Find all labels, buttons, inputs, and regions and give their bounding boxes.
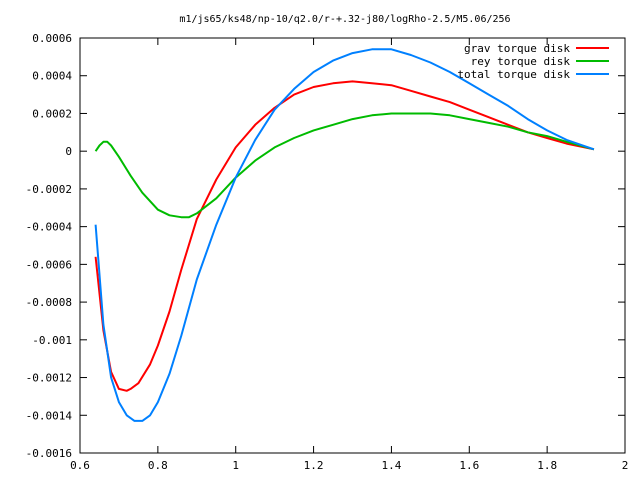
series-line-0 — [94, 80, 595, 392]
y-tick-label: -0.0002 — [26, 183, 72, 196]
y-tick-label: -0.0008 — [26, 296, 72, 309]
y-tick-label: 0.0004 — [32, 70, 72, 83]
y-tick-label: 0.0002 — [32, 107, 72, 120]
legend-label-0: grav torque disk — [464, 42, 570, 55]
y-tick-label: 0.0006 — [32, 32, 72, 45]
x-tick-label: 1.2 — [304, 459, 324, 472]
y-tick-label: -0.001 — [32, 334, 72, 347]
x-tick-label: 2 — [622, 459, 629, 472]
x-tick-label: 0.8 — [148, 459, 168, 472]
series-layer — [94, 48, 595, 422]
x-tick-label: 1.4 — [381, 459, 401, 472]
y-tick-label: -0.0016 — [26, 447, 72, 460]
y-tick-label: 0 — [65, 145, 72, 158]
y-tick-label: -0.0004 — [26, 221, 73, 234]
y-tick-label: -0.0012 — [26, 372, 72, 385]
chart-title: m1/js65/ks48/np-10/q2.0/r-+.32-j80/logRh… — [179, 14, 510, 25]
legend-label-1: rey torque disk — [471, 55, 571, 68]
y-tick-label: -0.0006 — [26, 258, 72, 271]
x-tick-label: 1 — [232, 459, 239, 472]
x-tick-label: 1.6 — [459, 459, 479, 472]
series-line-2 — [94, 48, 595, 422]
x-tick-label: 0.6 — [70, 459, 90, 472]
axes-layer: 0.6 0.8 1 1.2 1.4 1.6 1.8 2 -0.0016 -0.0014 -0.001… — [26, 32, 629, 472]
y-tick-label: -0.0014 — [26, 409, 73, 422]
series-line-1 — [94, 112, 595, 219]
x-tick-label: 1.8 — [537, 459, 557, 472]
legend-label-2: total torque disk — [457, 68, 570, 81]
plot-frame — [79, 37, 626, 454]
